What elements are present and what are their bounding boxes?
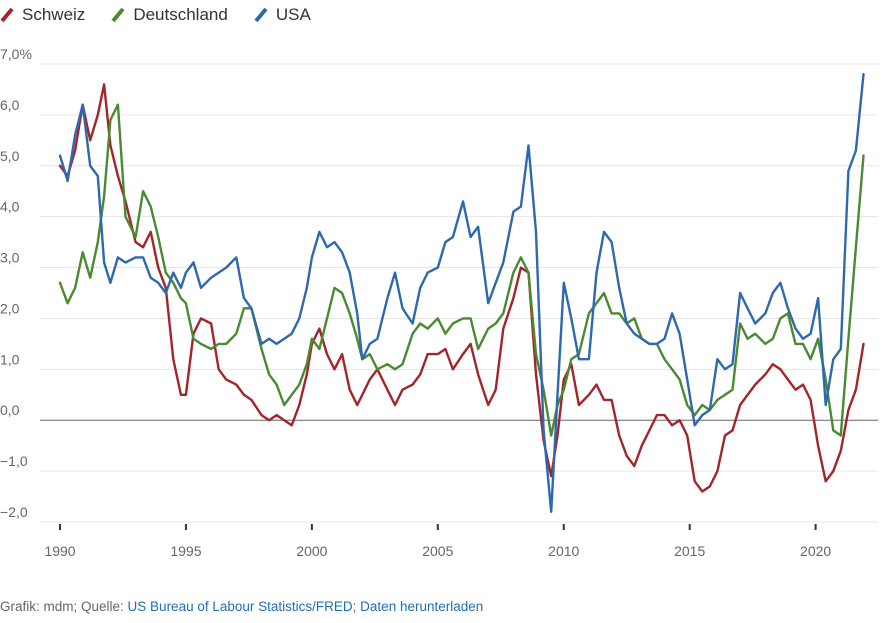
y-tick-label: −1,0: [0, 453, 28, 469]
legend-label: USA: [275, 5, 311, 24]
source-link[interactable]: US Bureau of Labour Statistics/FRED: [127, 599, 353, 614]
download-data-link[interactable]: Daten herunterladen: [360, 599, 484, 614]
legend-item-schweiz[interactable]: Schweiz: [0, 5, 85, 25]
line-chart: −2,0 −1,0 0,0 1,0 2,0 3,0 4,0 5,0 6,0 7,0% 1990 199…: [0, 46, 878, 559]
x-tick-label: 2005: [422, 543, 453, 559]
chart-footer: Grafik: mdm; Quelle: US Bureau of Labour…: [0, 599, 483, 614]
legend-label: Deutschland: [133, 5, 228, 24]
footer-separator: ;: [352, 599, 361, 614]
y-tick-label: 1,0: [0, 351, 20, 367]
y-tick-label: 7,0%: [0, 46, 32, 62]
series-line-deutschland: [58, 103, 865, 437]
pencil-mark-icon: [0, 7, 14, 23]
x-tick-label: 1995: [170, 543, 201, 559]
pencil-mark-icon: [254, 7, 268, 23]
pencil-mark-icon: [111, 7, 125, 23]
x-tick-label: 2000: [296, 543, 327, 559]
legend-label: Schweiz: [22, 5, 86, 24]
y-tick-label: 3,0: [0, 250, 20, 266]
y-tick-label: 2,0: [0, 300, 20, 316]
y-tick-label: 4,0: [0, 199, 20, 215]
footer-credit: Grafik: mdm; Quelle:: [0, 599, 128, 614]
y-tick-label: 0,0: [0, 402, 20, 418]
series-line-schweiz: [58, 83, 865, 493]
y-tick-label: −2,0: [0, 504, 28, 520]
x-tick-label: 2010: [548, 543, 579, 559]
x-tick-label: 2020: [800, 543, 831, 559]
series-line-usa: [58, 73, 865, 513]
x-tick-label: 1990: [44, 543, 75, 559]
x-tick-label: 2015: [674, 543, 705, 559]
chart-legend: Schweiz Deutschland USA: [0, 4, 337, 26]
legend-item-deutschland[interactable]: Deutschland: [111, 5, 228, 25]
y-tick-label: 5,0: [0, 148, 20, 164]
y-tick-label: 6,0: [0, 97, 20, 113]
legend-item-usa[interactable]: USA: [254, 5, 311, 25]
